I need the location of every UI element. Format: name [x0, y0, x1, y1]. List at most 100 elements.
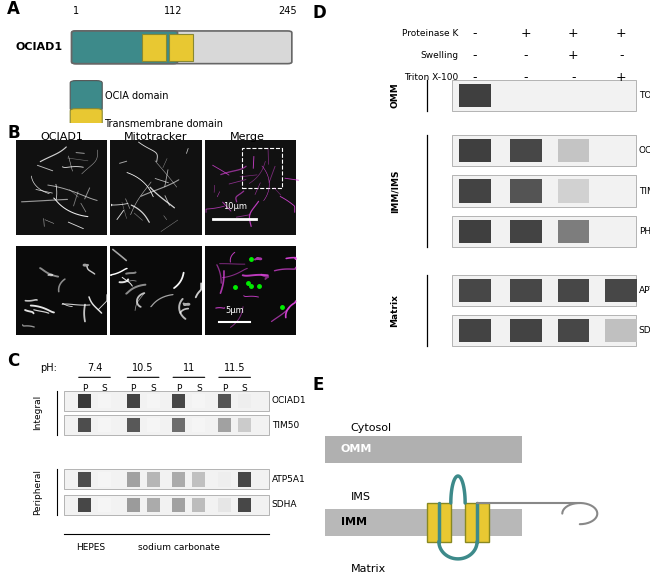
Bar: [218, 498, 231, 512]
Bar: [510, 220, 541, 243]
Bar: [452, 274, 636, 306]
Text: D: D: [312, 4, 326, 22]
Text: 112: 112: [164, 6, 183, 16]
Text: B: B: [7, 124, 20, 142]
Text: APT5A1: APT5A1: [639, 286, 650, 295]
Text: 5μm: 5μm: [226, 306, 244, 315]
Bar: [558, 179, 590, 203]
Bar: [239, 498, 251, 512]
Bar: [459, 220, 491, 243]
Bar: [239, 472, 251, 486]
Text: P: P: [176, 384, 181, 393]
Text: TIM50: TIM50: [639, 186, 650, 196]
Text: PHB2: PHB2: [639, 227, 650, 236]
Text: -: -: [571, 71, 576, 85]
Bar: [111, 140, 202, 235]
Bar: [459, 319, 491, 342]
Text: Matrix: Matrix: [350, 564, 385, 573]
Text: -: -: [473, 49, 477, 62]
Bar: [64, 470, 269, 489]
Bar: [242, 148, 282, 189]
Bar: [325, 509, 523, 536]
FancyBboxPatch shape: [70, 81, 102, 111]
Bar: [558, 139, 590, 162]
Text: Merge: Merge: [230, 132, 265, 142]
Bar: [205, 140, 296, 235]
Text: OCIA domain: OCIA domain: [105, 91, 168, 101]
Bar: [605, 279, 637, 302]
Text: SDHA: SDHA: [272, 500, 297, 509]
Text: 1: 1: [73, 6, 79, 16]
Bar: [192, 472, 205, 486]
Bar: [218, 472, 231, 486]
Text: 245: 245: [278, 6, 297, 16]
Bar: [558, 220, 590, 243]
Text: 10μm: 10μm: [223, 201, 246, 211]
Text: 11: 11: [183, 363, 195, 373]
Text: -: -: [619, 49, 623, 62]
Bar: [192, 498, 205, 512]
Text: Peripheral: Peripheral: [32, 469, 42, 515]
Bar: [192, 418, 205, 432]
Bar: [16, 140, 107, 235]
Bar: [98, 472, 111, 486]
Text: SDHA: SDHA: [639, 326, 650, 335]
Text: ATP5A1: ATP5A1: [272, 475, 306, 484]
Bar: [78, 498, 91, 512]
Bar: [169, 34, 194, 61]
Text: -: -: [473, 27, 477, 40]
Bar: [558, 279, 590, 302]
Text: 11.5: 11.5: [224, 363, 246, 373]
Bar: [64, 415, 269, 435]
Bar: [605, 319, 637, 342]
Bar: [452, 80, 636, 111]
Bar: [459, 179, 491, 203]
Bar: [452, 216, 636, 247]
Bar: [64, 391, 269, 411]
Text: IMM: IMM: [341, 517, 367, 527]
Text: +: +: [568, 27, 578, 40]
Text: Proteinase K: Proteinase K: [402, 29, 459, 39]
Text: OMM: OMM: [391, 82, 400, 108]
Bar: [98, 394, 111, 408]
Bar: [98, 498, 111, 512]
Bar: [459, 139, 491, 162]
Bar: [205, 246, 296, 335]
Bar: [459, 279, 491, 302]
Bar: [325, 436, 523, 463]
Text: S: S: [101, 384, 107, 393]
Bar: [147, 498, 160, 512]
Text: +: +: [568, 49, 578, 62]
Text: TOM70: TOM70: [639, 91, 650, 100]
Text: S: S: [196, 384, 202, 393]
Bar: [78, 472, 91, 486]
Bar: [239, 418, 251, 432]
Text: C: C: [7, 352, 20, 370]
Text: P: P: [222, 384, 227, 393]
Bar: [558, 319, 590, 342]
Bar: [452, 175, 636, 207]
Bar: [127, 394, 140, 408]
Bar: [510, 139, 541, 162]
Text: 10.5: 10.5: [133, 363, 154, 373]
Bar: [172, 394, 185, 408]
Bar: [172, 418, 185, 432]
FancyBboxPatch shape: [72, 31, 292, 64]
Bar: [510, 319, 541, 342]
Bar: [127, 498, 140, 512]
Bar: [510, 279, 541, 302]
Text: Swelling: Swelling: [421, 51, 459, 60]
Text: -: -: [523, 71, 528, 85]
Text: E: E: [312, 376, 324, 394]
Text: S: S: [242, 384, 248, 393]
Bar: [192, 394, 205, 408]
Text: OCIAD1: OCIAD1: [639, 146, 650, 155]
Text: 7.4: 7.4: [87, 363, 102, 373]
Text: Mitotracker: Mitotracker: [124, 132, 188, 142]
Text: pH:: pH:: [40, 363, 57, 373]
Text: OCIAD1: OCIAD1: [16, 42, 63, 53]
Bar: [172, 498, 185, 512]
Text: Transmembrane domain: Transmembrane domain: [105, 119, 224, 129]
Bar: [239, 394, 251, 408]
Bar: [16, 246, 107, 335]
